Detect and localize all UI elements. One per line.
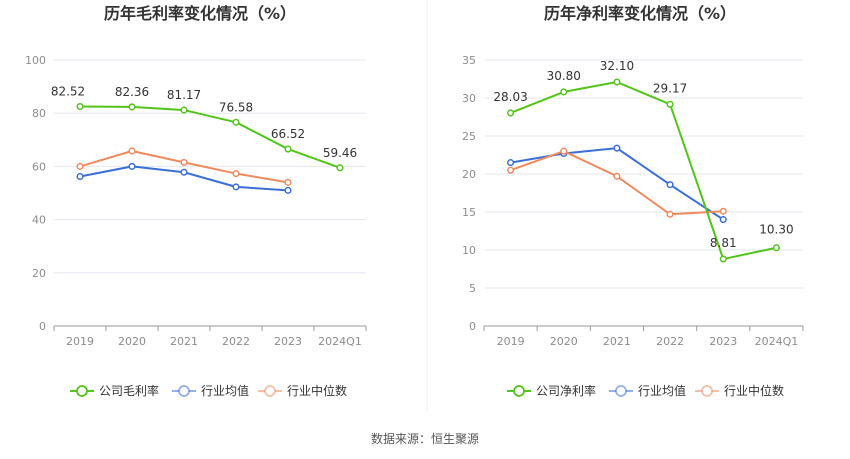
data-label: 81.17: [167, 88, 201, 102]
legend-marker: [513, 385, 525, 397]
y-tick-label: 15: [462, 206, 476, 219]
legend-item[interactable]: 行业中位数: [695, 383, 784, 398]
data-source-label: 数据来源：恒生聚源: [371, 431, 479, 446]
data-point[interactable]: [507, 159, 515, 167]
x-tick-label: 2019: [497, 335, 525, 348]
series-line: [510, 81, 777, 261]
data-point[interactable]: [180, 106, 188, 114]
net-margin-chart: 历年净利率变化情况（%） 0 5 10 15 20 25 30 35 2019 2020 2021 20…: [462, 4, 804, 398]
data-point[interactable]: [719, 255, 727, 263]
chart-title: 历年毛利率变化情况（%）: [104, 4, 296, 23]
y-tick-label: 25: [462, 130, 476, 143]
data-label: 66.52: [271, 127, 305, 141]
data-label: 30.80: [547, 69, 581, 83]
data-point[interactable]: [128, 147, 136, 155]
y-tick-label: 30: [462, 92, 476, 105]
data-label: 82.36: [115, 85, 149, 99]
data-point[interactable]: [284, 145, 292, 153]
data-point[interactable]: [666, 181, 674, 189]
data-label: 82.52: [51, 84, 85, 98]
data-label: 10.30: [759, 223, 793, 237]
legend-item[interactable]: 公司毛利率: [70, 383, 159, 398]
chart-title: 历年净利率变化情况（%）: [544, 4, 736, 23]
data-point[interactable]: [284, 186, 292, 194]
data-point[interactable]: [232, 183, 240, 191]
y-tick-label: 10: [462, 244, 476, 257]
data-point[interactable]: [336, 164, 344, 172]
legend-item[interactable]: 行业均值: [172, 383, 249, 398]
y-tick-label: 20: [32, 267, 46, 280]
y-tick-label: 35: [462, 54, 476, 67]
data-point[interactable]: [507, 166, 515, 174]
data-label: 8.81: [710, 236, 737, 250]
data-label: 76.58: [219, 100, 253, 114]
legend-item[interactable]: 行业均值: [609, 383, 686, 398]
series-line: [510, 150, 724, 216]
y-tick-label: 100: [25, 54, 46, 67]
data-point[interactable]: [719, 216, 727, 224]
data-point[interactable]: [666, 210, 674, 218]
legend-label: 行业均值: [638, 383, 686, 398]
data-point[interactable]: [232, 170, 240, 178]
data-label: 32.10: [600, 59, 634, 73]
legend-label: 公司净利率: [536, 383, 596, 398]
x-tick-label: 2023: [709, 335, 737, 348]
legend-marker: [178, 385, 190, 397]
data-point[interactable]: [613, 172, 621, 180]
data-point[interactable]: [719, 207, 727, 215]
data-point[interactable]: [613, 144, 621, 152]
x-tick-label: 2024Q1: [755, 335, 799, 348]
y-tick-label: 20: [462, 168, 476, 181]
x-tick-label: 2022: [656, 335, 684, 348]
legend-marker: [76, 385, 88, 397]
data-point[interactable]: [507, 109, 515, 117]
data-point[interactable]: [180, 168, 188, 176]
y-tick-label: 0: [469, 320, 476, 333]
x-tick-label: 2021: [170, 335, 198, 348]
legend-label: 行业中位数: [287, 383, 347, 398]
data-point[interactable]: [232, 118, 240, 126]
y-tick-label: 80: [32, 107, 46, 120]
x-tick-label: 2022: [222, 335, 250, 348]
x-tick-label: 2020: [118, 335, 146, 348]
legend-marker: [701, 385, 713, 397]
x-tick-label: 2024Q1: [318, 335, 362, 348]
legend-item[interactable]: 行业中位数: [258, 383, 347, 398]
x-tick-label: 2019: [66, 335, 94, 348]
x-tick-label: 2021: [603, 335, 631, 348]
legend-marker: [264, 385, 276, 397]
legend-label: 公司毛利率: [99, 383, 159, 398]
data-label: 28.03: [493, 90, 527, 104]
data-label: 29.17: [653, 81, 687, 95]
data-point[interactable]: [560, 88, 568, 96]
y-tick-label: 60: [32, 160, 46, 173]
gross-margin-chart: 历年毛利率变化情况（%） 0 20 40 60 80 100 2019 2020 2021 2022…: [25, 4, 367, 398]
data-point[interactable]: [76, 162, 84, 170]
data-point[interactable]: [772, 244, 780, 252]
x-tick-label: 2023: [274, 335, 302, 348]
y-tick-label: 40: [32, 214, 46, 227]
data-point[interactable]: [76, 172, 84, 181]
legend-label: 行业均值: [201, 383, 249, 398]
y-tick-label: 0: [39, 320, 46, 333]
data-point[interactable]: [180, 158, 188, 166]
legend-label: 行业中位数: [724, 383, 784, 398]
data-point[interactable]: [666, 100, 674, 108]
data-label: 59.46: [323, 146, 357, 160]
data-point[interactable]: [560, 147, 568, 155]
data-point[interactable]: [128, 162, 136, 170]
data-point[interactable]: [76, 102, 84, 111]
data-point[interactable]: [284, 178, 292, 186]
series-line: [79, 105, 341, 169]
y-tick-label: 5: [469, 282, 476, 295]
data-point[interactable]: [613, 78, 621, 86]
legend-marker: [615, 385, 627, 397]
legend-item[interactable]: 公司净利率: [507, 383, 596, 398]
x-tick-label: 2020: [550, 335, 578, 348]
data-point[interactable]: [128, 103, 136, 111]
